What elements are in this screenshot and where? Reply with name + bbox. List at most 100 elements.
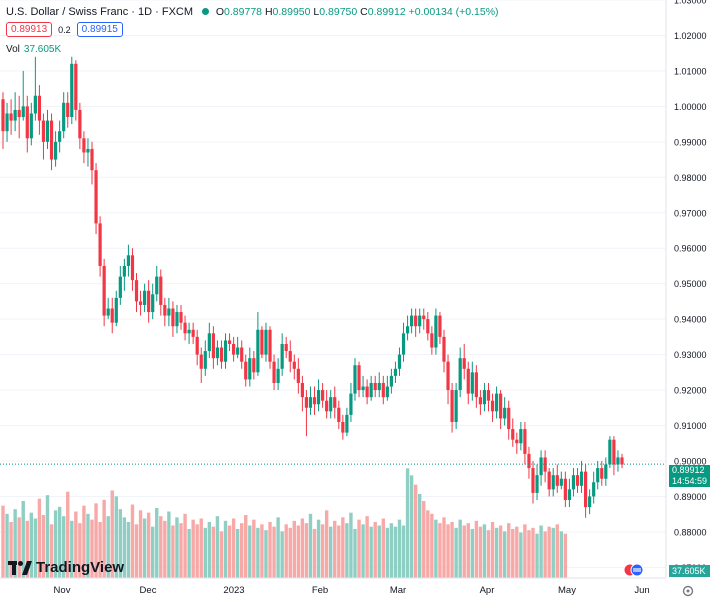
volume-bar xyxy=(252,519,256,578)
buy-button[interactable]: 0.89915 xyxy=(76,22,123,37)
volume-bar xyxy=(547,526,551,578)
candle xyxy=(503,397,507,426)
candle xyxy=(478,390,482,415)
volume-bar xyxy=(264,530,268,578)
candle xyxy=(353,358,357,401)
volume-bar xyxy=(498,525,503,578)
candle xyxy=(5,102,9,142)
volume-bar xyxy=(223,520,228,578)
candle xyxy=(264,322,268,362)
tradingview-logo[interactable]: TradingView xyxy=(8,559,124,576)
time-axis[interactable]: Nov Dec 2023 Feb Mar Apr May Jun xyxy=(54,585,650,596)
brand-name: TradingView xyxy=(36,559,125,576)
candle xyxy=(434,308,438,355)
candle xyxy=(62,92,66,139)
price-tick-label: 1.00000 xyxy=(674,102,707,112)
candle xyxy=(458,347,462,398)
candle xyxy=(151,283,155,320)
volume-bar xyxy=(268,522,272,578)
volume-bar xyxy=(413,484,418,578)
volume-bar xyxy=(559,531,564,578)
volume-bar xyxy=(211,526,216,578)
candle xyxy=(90,141,94,185)
candle xyxy=(466,361,470,405)
candle xyxy=(86,138,90,167)
volume-bar xyxy=(292,520,296,578)
candle xyxy=(430,326,434,355)
volume-bar xyxy=(284,524,288,578)
candle xyxy=(397,347,402,376)
candle xyxy=(365,379,369,405)
price-tick-label: 0.97000 xyxy=(674,208,707,218)
candle xyxy=(244,354,248,387)
candle xyxy=(227,333,232,352)
candle xyxy=(414,308,418,337)
bid-ask-panel: 0.89913 0.2 0.89915 xyxy=(6,22,123,37)
candle xyxy=(106,297,110,320)
candle xyxy=(70,56,74,125)
gear-icon[interactable] xyxy=(682,585,694,597)
volume-bar xyxy=(199,518,203,578)
symbol-title[interactable]: U.S. Dollar / Swiss Franc · 1D · FXCM xyxy=(6,6,194,18)
candle xyxy=(329,390,333,419)
volume-bar xyxy=(219,531,224,578)
candle xyxy=(49,113,54,171)
candle xyxy=(321,382,325,408)
volume-bar xyxy=(320,524,325,578)
candle xyxy=(284,336,288,359)
volume-bar xyxy=(134,524,139,578)
candle xyxy=(337,400,341,430)
volume-bar xyxy=(377,525,381,578)
candle xyxy=(175,304,179,334)
candle xyxy=(377,372,381,398)
event-flags-icon[interactable] xyxy=(622,563,648,577)
volume-bar xyxy=(523,524,527,578)
volume-bar xyxy=(490,522,495,578)
candle xyxy=(102,258,106,327)
volume-bar xyxy=(474,520,479,578)
price-tick-label: 0.93000 xyxy=(674,350,707,360)
volume-bar xyxy=(312,529,317,578)
candle xyxy=(256,312,260,376)
candle xyxy=(9,99,13,135)
volume-bar xyxy=(74,511,78,578)
ohlc-high: H0.89950 xyxy=(264,6,311,18)
volume-bar xyxy=(235,529,240,578)
volume-bar xyxy=(296,525,301,578)
volume-bar xyxy=(418,494,422,578)
volume-bar xyxy=(288,527,292,578)
volume-bar xyxy=(324,510,329,578)
volume-bar xyxy=(442,517,446,578)
candle xyxy=(199,347,203,383)
candle xyxy=(147,280,151,323)
volume-bar xyxy=(551,527,555,578)
volume-bar xyxy=(98,522,102,578)
candle xyxy=(78,102,82,149)
candle xyxy=(600,460,604,486)
candle xyxy=(539,450,543,486)
candle xyxy=(203,340,207,376)
bar-countdown: 14:54:59 xyxy=(672,476,708,486)
candle xyxy=(163,297,167,327)
price-tick-label: 0.91000 xyxy=(674,421,707,431)
candle xyxy=(183,315,187,341)
sell-button[interactable]: 0.89913 xyxy=(6,22,53,37)
volume-legend[interactable]: Vol 37.605K xyxy=(6,44,61,55)
grid-lines xyxy=(0,0,666,568)
volume-bar xyxy=(357,519,361,578)
volume-bar xyxy=(393,526,398,578)
volume-bars xyxy=(1,468,568,578)
volume-bar xyxy=(454,527,458,578)
candle xyxy=(426,312,430,341)
time-tick-label: May xyxy=(558,585,576,596)
volume-bar xyxy=(511,529,515,578)
time-tick-label: 2023 xyxy=(223,585,244,596)
volume-bar xyxy=(405,468,410,578)
candle xyxy=(592,471,596,504)
price-tick-label: 1.01000 xyxy=(674,66,707,76)
candle xyxy=(58,120,62,153)
volume-bar xyxy=(33,518,38,578)
volume-bar xyxy=(462,525,466,578)
candle xyxy=(507,400,511,440)
